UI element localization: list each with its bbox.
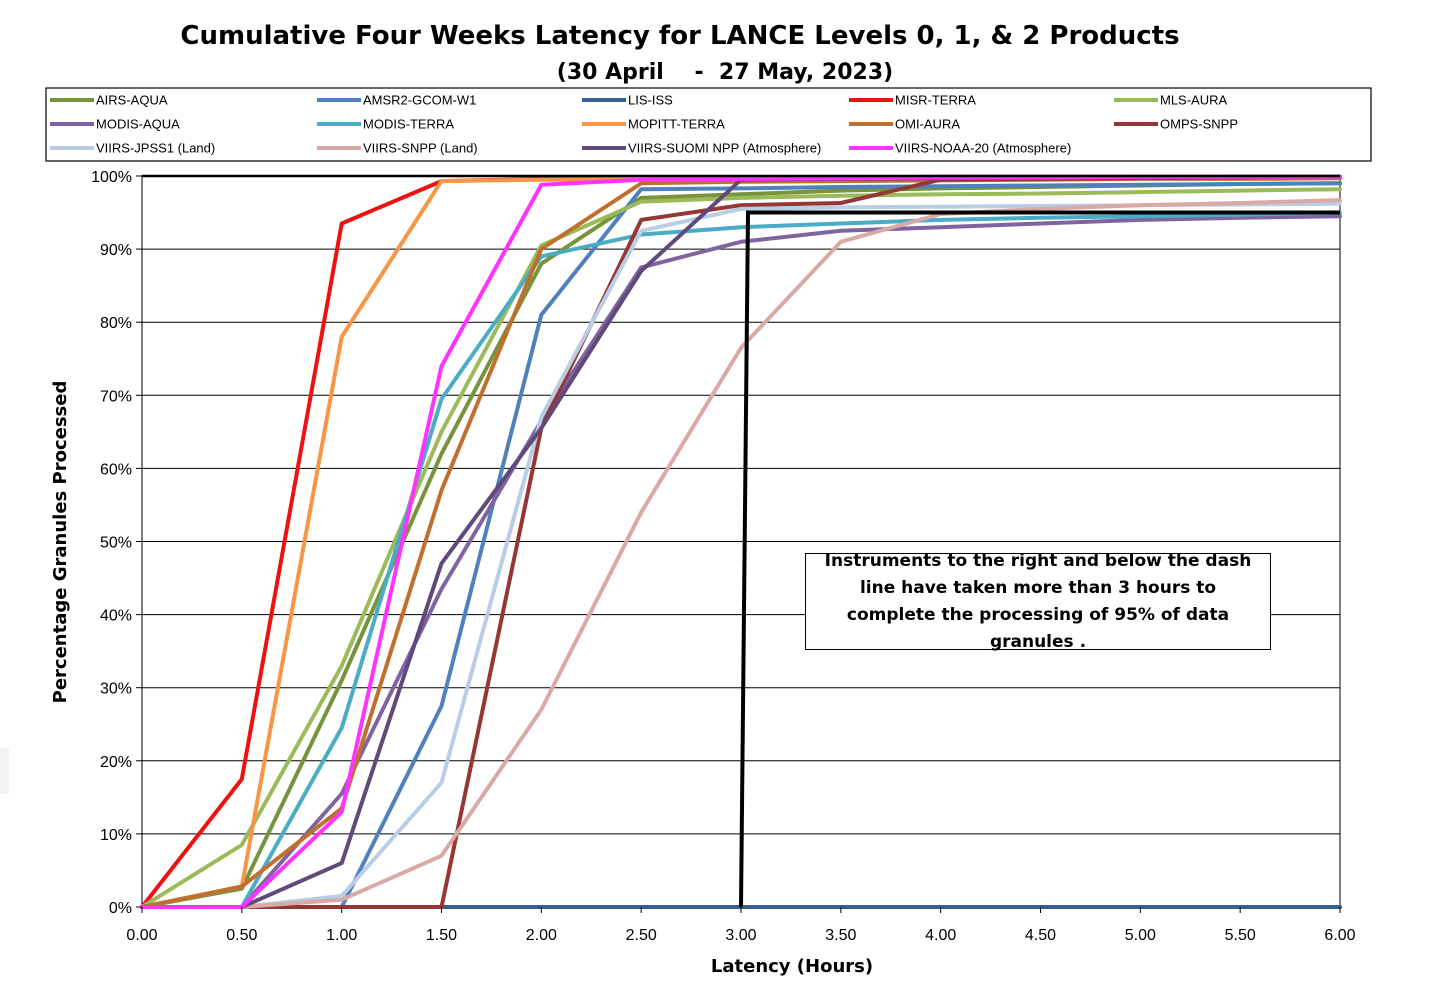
x-tick-label: 5.50 bbox=[1225, 927, 1256, 944]
legend-label: VIIRS-SUOMI NPP (Atmosphere) bbox=[628, 141, 821, 156]
legend-label: MODIS-TERRA bbox=[363, 117, 454, 132]
x-tick-label: 4.00 bbox=[925, 927, 956, 944]
legend-item: MISR-TERRA bbox=[849, 93, 976, 108]
legend-item: AMSR2-GCOM-W1 bbox=[317, 93, 476, 108]
legend-item: MOPITT-TERRA bbox=[582, 117, 725, 132]
series-line-mls-aura bbox=[140, 187, 1342, 909]
reference-line-vertical bbox=[739, 212, 750, 908]
y-tick-label: 30% bbox=[100, 681, 132, 698]
y-tick-label: 0% bbox=[109, 900, 132, 917]
legend-item: VIIRS-JPSS1 (Land) bbox=[50, 141, 215, 156]
x-tick-label: 5.00 bbox=[1125, 927, 1156, 944]
series-line-viirs-snpp-land bbox=[140, 198, 1342, 909]
x-tick-label: 0.50 bbox=[226, 927, 257, 944]
legend-label: LIS-ISS bbox=[628, 93, 673, 108]
reference-lines bbox=[142, 174, 1340, 908]
annotation-text: Instruments to the right and below the d… bbox=[824, 550, 1252, 652]
legend-item: MODIS-TERRA bbox=[317, 117, 454, 132]
edge-mark bbox=[0, 748, 9, 794]
legend-label: OMI-AURA bbox=[895, 117, 960, 132]
x-tick-label: 2.50 bbox=[626, 927, 657, 944]
legend-item: MLS-AURA bbox=[1114, 93, 1228, 108]
legend-item: MODIS-AQUA bbox=[50, 117, 180, 132]
legend-label: MISR-TERRA bbox=[895, 93, 976, 108]
y-tick-label: 100% bbox=[91, 169, 132, 186]
x-axis-ticks: 0.00 0.50 1.00 1.50 2.00 2.50 3.00 3.50 4.00 4.50… bbox=[126, 907, 1356, 944]
series-line-modis-terra bbox=[140, 210, 1342, 909]
y-axis-title: Percentage Granules Processed bbox=[50, 381, 71, 704]
chart-subtitle: (30 April - 27 May, 2023) bbox=[557, 60, 893, 85]
legend: AIRS-AQUA AMSR2-GCOM-W1 LIS-ISS MISR-TERRA M… bbox=[50, 93, 1238, 156]
legend-label: AMSR2-GCOM-W1 bbox=[363, 93, 476, 108]
y-tick-label: 50% bbox=[100, 535, 132, 552]
legend-item: LIS-ISS bbox=[582, 93, 673, 108]
x-tick-label: 3.50 bbox=[825, 927, 856, 944]
chart-title: Cumulative Four Weeks Latency for LANCE … bbox=[180, 21, 1179, 51]
legend-label: MOPITT-TERRA bbox=[628, 117, 725, 132]
series-line-modis-aqua bbox=[140, 214, 1342, 909]
x-tick-label: 1.50 bbox=[426, 927, 457, 944]
x-tick-label: 1.00 bbox=[326, 927, 357, 944]
y-tick-label: 10% bbox=[100, 827, 132, 844]
legend-label: MODIS-AQUA bbox=[96, 117, 180, 132]
y-tick-label: 90% bbox=[100, 242, 132, 259]
y-tick-label: 60% bbox=[100, 461, 132, 478]
legend-label: OMPS-SNPP bbox=[1160, 117, 1238, 132]
legend-label: MLS-AURA bbox=[1160, 93, 1228, 108]
legend-label: AIRS-AQUA bbox=[96, 93, 168, 108]
x-axis-title: Latency (Hours) bbox=[711, 956, 873, 977]
legend-label: VIIRS-SNPP (Land) bbox=[363, 141, 478, 156]
legend-item: VIIRS-SUOMI NPP (Atmosphere) bbox=[582, 141, 821, 156]
legend-item: VIIRS-NOAA-20 (Atmosphere) bbox=[849, 141, 1071, 156]
legend-item: VIIRS-SNPP (Land) bbox=[317, 141, 478, 156]
x-tick-label: 2.00 bbox=[526, 927, 557, 944]
y-tick-label: 70% bbox=[100, 388, 132, 405]
legend-label: VIIRS-JPSS1 (Land) bbox=[96, 141, 215, 156]
y-tick-label: 80% bbox=[100, 315, 132, 332]
x-tick-label: 0.00 bbox=[126, 927, 157, 944]
annotation-box: Instruments to the right and below the d… bbox=[805, 551, 1271, 652]
x-tick-label: 4.50 bbox=[1025, 927, 1056, 944]
x-tick-label: 3.00 bbox=[725, 927, 756, 944]
legend-item: AIRS-AQUA bbox=[50, 93, 168, 108]
x-tick-label: 6.00 bbox=[1324, 927, 1355, 944]
legend-item: OMPS-SNPP bbox=[1114, 117, 1238, 132]
legend-item: OMI-AURA bbox=[849, 117, 960, 132]
legend-label: VIIRS-NOAA-20 (Atmosphere) bbox=[895, 141, 1071, 156]
y-axis-ticks: 0% 10% 20% 30% 40% 50% 60% 70% 80% 90% 100% bbox=[91, 169, 142, 917]
y-tick-label: 20% bbox=[100, 754, 132, 771]
y-tick-label: 40% bbox=[100, 608, 132, 625]
